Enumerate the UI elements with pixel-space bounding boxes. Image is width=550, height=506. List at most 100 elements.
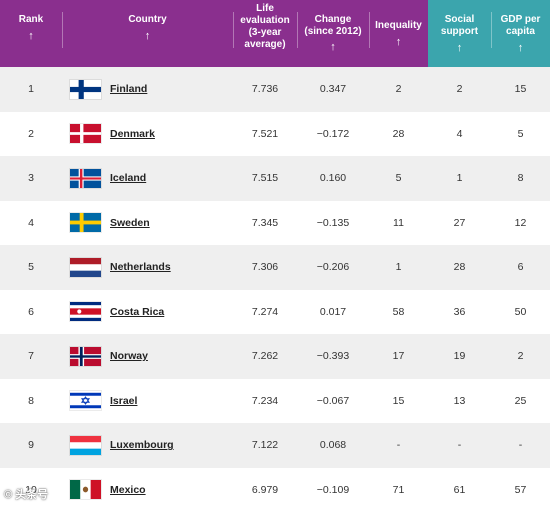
header-social-support[interactable]: Social support ↑ (428, 0, 491, 67)
header-gdp-per-capita[interactable]: GDP per capita ↑ (491, 0, 550, 67)
country-cell: Norway (62, 346, 233, 366)
header-rank-label: Rank (18, 14, 44, 25)
header-rank[interactable]: Rank ↑ (0, 0, 62, 67)
header-life-evaluation[interactable]: Life evaluation (3-year average) (233, 0, 297, 67)
gdp-value: 5 (517, 127, 524, 140)
header-change-line: (since 2012) (304, 26, 362, 37)
change-value: −0.067 (316, 394, 350, 407)
finland-flag-icon (70, 79, 101, 99)
header-life-line: Life (256, 3, 274, 14)
watermark: © 头条号 (4, 489, 49, 501)
mexico-flag-icon (70, 480, 101, 500)
country-link[interactable]: Luxembourg (110, 439, 174, 452)
inequality-value: 71 (392, 483, 405, 496)
sort-arrow-icon: ↑ (28, 30, 34, 42)
gdp-value: 15 (514, 83, 527, 96)
country-link[interactable]: Iceland (110, 172, 147, 185)
country-link[interactable]: Netherlands (110, 261, 171, 274)
table-row: 7 Norway 7.262 −0.393 17 19 2 (0, 334, 550, 379)
life-evaluation-value: 7.515 (251, 172, 279, 185)
table-header: Rank ↑ Country ↑ Life evaluation (3-year… (0, 0, 550, 67)
sort-arrow-icon: ↑ (330, 41, 336, 53)
country-cell: Denmark (62, 124, 233, 144)
rank-value: 2 (28, 127, 34, 140)
social-support-value: 19 (453, 350, 466, 363)
header-gdp-line: capita (506, 26, 535, 37)
table-body: 1 Finland 7.736 0.347 2 2 15 2 Denmark 7.521 −0.17… (0, 67, 550, 506)
country-link[interactable]: Sweden (110, 216, 150, 229)
country-cell: Finland (62, 79, 233, 99)
table-row: 9 Luxembourg 7.122 0.068 - - - (0, 423, 550, 468)
rank-value: 1 (28, 83, 34, 96)
inequality-value: 17 (392, 350, 405, 363)
country-link[interactable]: Israel (110, 394, 138, 407)
country-link[interactable]: Finland (110, 83, 148, 96)
country-link[interactable]: Denmark (110, 127, 155, 140)
change-value: 0.347 (319, 83, 347, 96)
life-evaluation-value: 7.736 (251, 83, 279, 96)
country-cell: Israel (62, 391, 233, 411)
table-row: 3 Iceland 7.515 0.160 5 1 8 (0, 156, 550, 201)
change-value: −0.135 (316, 216, 350, 229)
table-row: 1 Finland 7.736 0.347 2 2 15 (0, 67, 550, 112)
country-link[interactable]: Costa Rica (110, 305, 165, 318)
country-cell: Costa Rica (62, 302, 233, 322)
life-evaluation-value: 7.262 (251, 350, 279, 363)
country-link[interactable]: Norway (110, 350, 148, 363)
change-value: −0.206 (316, 261, 350, 274)
gdp-value: 12 (514, 216, 527, 229)
table-row: 2 Denmark 7.521 −0.172 28 4 5 (0, 111, 550, 156)
life-evaluation-value: 7.122 (251, 439, 279, 452)
gdp-value: 2 (517, 350, 524, 363)
sort-arrow-icon: ↑ (144, 30, 151, 42)
country-cell: Sweden (62, 213, 233, 233)
norway-flag-icon (70, 346, 101, 366)
header-social-line: Social (444, 14, 475, 25)
country-link[interactable]: Mexico (110, 483, 146, 496)
header-inequality-label: Inequality (375, 20, 422, 31)
table-row: 5 Netherlands 7.306 −0.206 1 28 6 (0, 245, 550, 290)
change-value: −0.393 (316, 350, 350, 363)
inequality-value: - (396, 439, 401, 452)
rank-value: 8 (28, 394, 34, 407)
header-change[interactable]: Change (since 2012) ↑ (297, 0, 369, 67)
change-value: −0.172 (316, 127, 350, 140)
rank-value: 4 (28, 216, 34, 229)
header-life-line: (3-year (248, 27, 282, 38)
table-row: 8 Israel 7.234 −0.067 15 13 25 (0, 378, 550, 423)
change-value: 0.160 (319, 172, 347, 185)
rank-value: 10 (25, 483, 37, 496)
costa-rica-flag-icon (70, 302, 101, 322)
change-value: 0.068 (319, 439, 347, 452)
header-gdp-line: GDP per (500, 14, 541, 25)
header-country[interactable]: Country ↑ (62, 0, 233, 67)
header-life-line: average) (244, 39, 286, 50)
rank-value: 6 (28, 305, 34, 318)
life-evaluation-value: 7.306 (251, 261, 279, 274)
header-social-line: support (440, 26, 479, 37)
iceland-flag-icon (70, 168, 101, 188)
inequality-value: 1 (395, 261, 402, 274)
gdp-value: 25 (514, 394, 527, 407)
life-evaluation-value: 7.521 (251, 127, 279, 140)
rank-value: 3 (28, 172, 34, 185)
gdp-value: 57 (514, 483, 527, 496)
social-support-value: 27 (453, 216, 466, 229)
header-inequality[interactable]: Inequality ↑ (369, 0, 428, 67)
life-evaluation-value: 6.979 (251, 483, 279, 496)
country-cell: Netherlands (62, 257, 233, 277)
social-support-value: 1 (456, 172, 463, 185)
inequality-value: 28 (392, 127, 405, 140)
country-cell: Mexico (62, 480, 233, 500)
rank-value: 5 (28, 261, 34, 274)
header-life-line: evaluation (240, 15, 290, 26)
sweden-flag-icon (70, 213, 101, 233)
table-row: 10 Mexico 6.979 −0.109 71 61 57 (0, 467, 550, 506)
luxembourg-flag-icon (70, 435, 101, 455)
gdp-value: 8 (517, 172, 524, 185)
israel-flag-icon (70, 391, 101, 411)
inequality-value: 15 (392, 394, 405, 407)
gdp-value: 6 (517, 261, 524, 274)
life-evaluation-value: 7.345 (251, 216, 279, 229)
header-country-label: Country (128, 14, 167, 25)
